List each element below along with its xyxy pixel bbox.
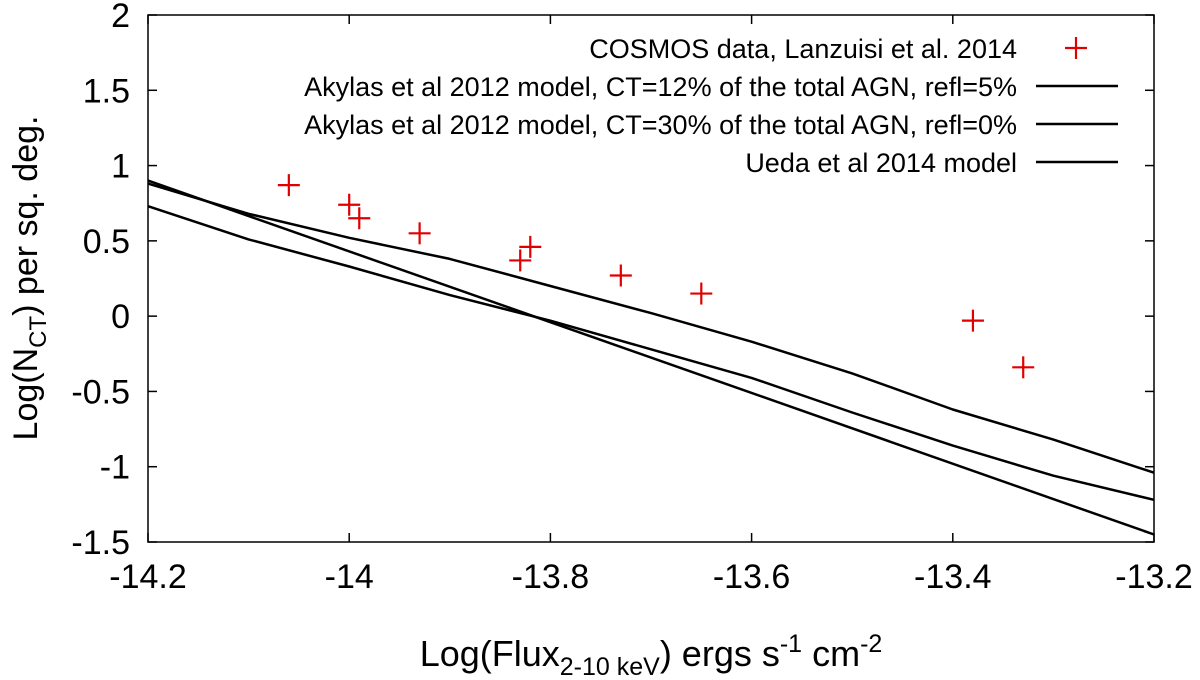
- y-tick-label: 2: [111, 0, 130, 35]
- x-tick-label: -14.2: [109, 558, 187, 596]
- legend-label: Ueda et al 2014 model: [745, 148, 1017, 178]
- x-tick-label: -13.2: [1115, 558, 1193, 596]
- data-point: [509, 249, 532, 272]
- legend-label: COSMOS data, Lanzuisi et al. 2014: [589, 34, 1017, 64]
- y-tick-label: 0.5: [83, 223, 130, 261]
- data-point: [690, 282, 713, 305]
- data-point: [277, 174, 300, 197]
- legend: COSMOS data, Lanzuisi et al. 2014 Akylas …: [304, 34, 1118, 178]
- x-axis-label-sub: 2-10 keV: [560, 653, 660, 680]
- x-axis-label-sup1: -1: [780, 630, 802, 658]
- y-tick-label: -1: [100, 449, 130, 487]
- y-tick-label: 1: [111, 148, 130, 186]
- series-lines: [147, 179, 1155, 536]
- plot-frame: [147, 14, 1155, 543]
- y-tick-label: -0.5: [71, 373, 130, 411]
- legend-label: Akylas et al 2012 model, CT=30% of the t…: [304, 110, 1017, 140]
- series-line-1: [147, 182, 1155, 474]
- series-points: [277, 174, 1035, 379]
- data-point: [338, 193, 361, 216]
- y-tick-label: -1.5: [71, 524, 130, 562]
- y-axis-label-prefix: Log(N: [7, 348, 45, 441]
- y-axis-label: Log(NCT) per sq. deg.: [7, 116, 52, 441]
- x-axis-label-sup2: -2: [860, 630, 882, 658]
- data-point: [961, 309, 984, 332]
- data-point: [1012, 356, 1035, 379]
- data-point: [519, 235, 542, 258]
- x-axis-label: Log(Flux2-10 keV) ergs s-1 cm-2: [420, 630, 883, 680]
- x-axis-label-suffix: ) ergs s: [660, 633, 780, 674]
- series-line-3: [147, 179, 1155, 536]
- series-line-2: [147, 205, 1155, 502]
- y-axis: -1.5 -1 -0.5 0 0.5 1 1.5 2: [71, 0, 1154, 562]
- y-tick-label: 1.5: [83, 72, 130, 110]
- x-tick-label: -13.6: [713, 558, 791, 596]
- data-point: [408, 222, 431, 245]
- y-axis-label-sub: CT: [25, 316, 52, 348]
- x-axis-label-mid: cm: [802, 633, 860, 674]
- legend-label: Akylas et al 2012 model, CT=12% of the t…: [304, 72, 1017, 102]
- x-axis-label-prefix: Log(Flux: [420, 633, 560, 674]
- y-tick-label: 0: [111, 298, 130, 336]
- data-point: [348, 207, 371, 230]
- legend-swatch-marker: [1065, 37, 1087, 59]
- x-axis: -14.2 -14 -13.8 -13.6 -13.4 -13.2: [109, 15, 1193, 596]
- data-point: [609, 264, 632, 287]
- plot-area: [147, 14, 1155, 543]
- x-tick-label: -13.4: [914, 558, 992, 596]
- x-tick-label: -13.8: [512, 558, 590, 596]
- x-tick-label: -14: [325, 558, 374, 596]
- y-axis-label-suffix: ) per sq. deg.: [7, 116, 45, 316]
